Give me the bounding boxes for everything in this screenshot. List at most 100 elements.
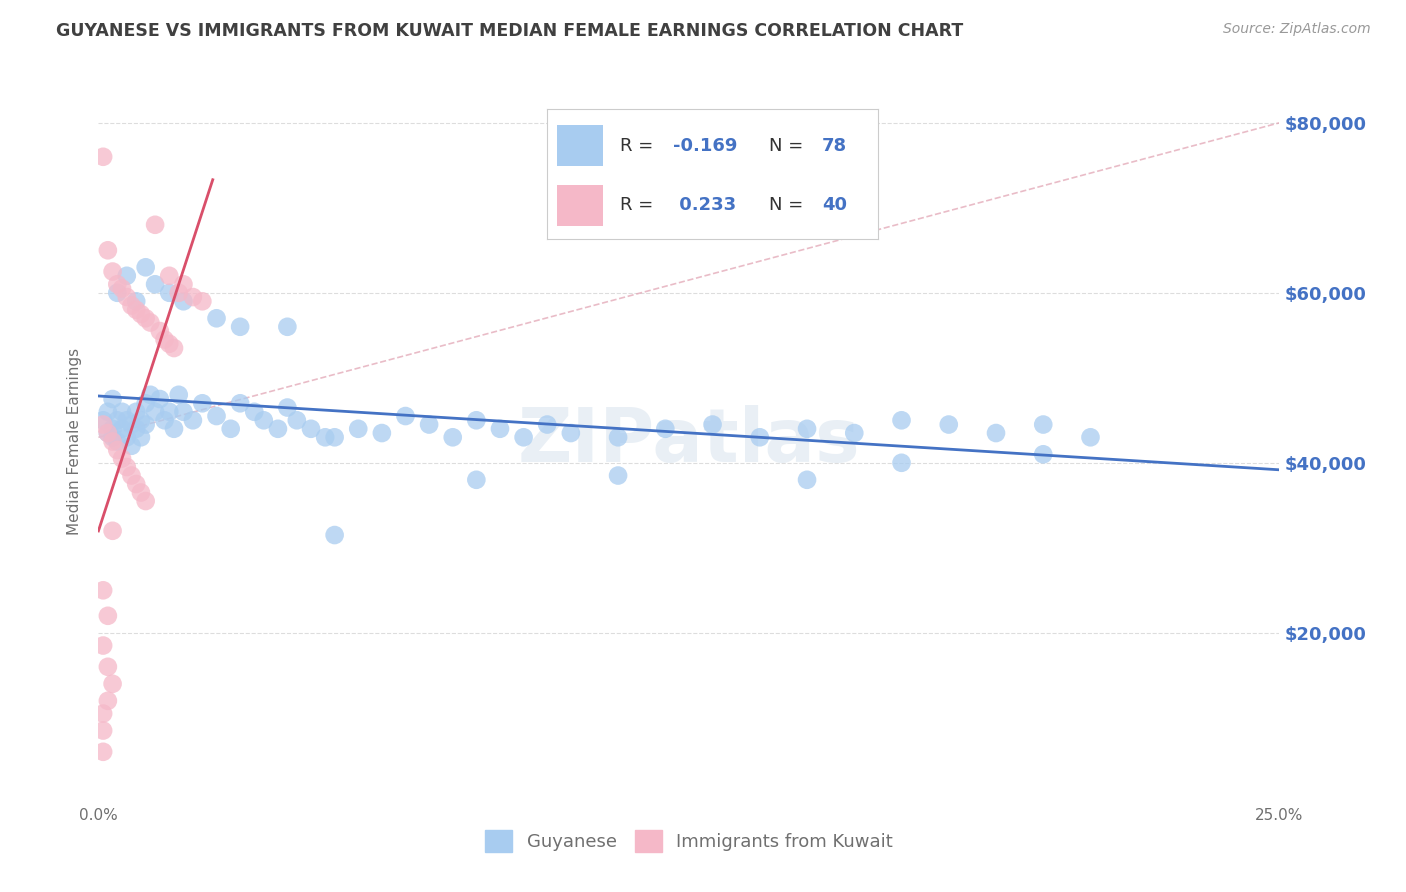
Point [121,439,143,453]
Point [167,388,190,402]
Point [276,319,298,334]
Point [129,413,152,427]
Point [125,302,148,317]
Point [172,294,194,309]
Point [465,473,488,487]
Point [135,311,157,326]
Point [796,422,818,436]
Point [157,285,180,300]
Point [560,425,582,440]
Point [91,639,114,653]
Point [371,425,394,440]
Point [139,316,162,330]
Point [143,405,166,419]
Point [153,333,176,347]
Point [149,392,172,406]
Point [105,277,128,292]
Point [121,468,143,483]
Point [129,485,152,500]
Point [101,434,124,449]
Point [394,409,416,423]
Point [347,422,370,436]
Point [181,290,204,304]
Point [149,324,172,338]
Point [172,277,194,292]
Point [97,244,120,258]
Point [97,425,120,440]
Point [115,460,138,475]
Point [1080,430,1102,444]
Point [101,677,124,691]
Point [441,430,464,444]
Point [267,422,290,436]
Point [115,413,138,427]
Point [512,430,534,444]
Point [702,417,724,432]
Point [489,422,512,436]
Point [129,307,152,321]
Point [121,299,143,313]
Point [748,430,770,444]
Point [97,608,120,623]
Point [139,388,162,402]
Point [157,268,180,283]
Point [205,409,228,423]
Point [115,430,138,444]
Point [125,422,148,436]
Point [654,422,676,436]
Point [276,401,298,415]
Point [115,290,138,304]
Point [101,422,124,436]
Point [97,405,120,419]
Text: Source: ZipAtlas.com: Source: ZipAtlas.com [1223,22,1371,37]
Point [890,456,912,470]
Text: GUYANESE VS IMMIGRANTS FROM KUWAIT MEDIAN FEMALE EARNINGS CORRELATION CHART: GUYANESE VS IMMIGRANTS FROM KUWAIT MEDIA… [56,22,963,40]
Point [167,285,190,300]
Point [91,413,114,427]
Point [115,268,138,283]
Point [181,413,204,427]
Point [796,473,818,487]
Point [101,392,124,406]
Point [91,706,114,721]
Point [101,524,124,538]
Point [105,413,128,427]
Point [91,583,114,598]
Point [418,417,440,432]
Point [105,434,128,449]
Point [465,413,488,427]
Point [1032,447,1054,461]
Point [607,430,630,444]
Point [191,294,214,309]
Point [205,311,228,326]
Point [91,745,114,759]
Point [135,417,157,432]
Point [243,405,266,419]
Point [97,425,120,440]
Point [97,694,120,708]
Point [135,396,157,410]
Point [323,528,346,542]
Point [111,405,134,419]
Point [143,218,166,232]
Point [163,341,186,355]
Point [163,422,186,436]
Y-axis label: Median Female Earnings: Median Female Earnings [67,348,83,535]
Point [91,150,114,164]
Point [536,417,558,432]
Point [253,413,276,427]
Point [111,281,134,295]
Point [938,417,960,432]
Point [143,277,166,292]
Point [607,468,630,483]
Point [157,336,180,351]
Point [229,319,252,334]
Point [984,425,1007,440]
Point [105,443,128,458]
Point [299,422,322,436]
Point [101,264,124,278]
Point [125,477,148,491]
Point [153,413,176,427]
Point [97,660,120,674]
Point [172,405,194,419]
